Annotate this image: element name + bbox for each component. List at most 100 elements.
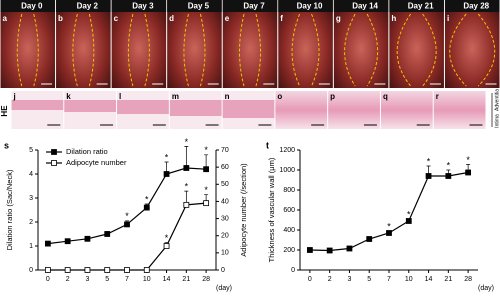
photo — [222, 0, 278, 88]
panel-letter: n — [225, 92, 230, 101]
y2-tick-label: 50 — [221, 181, 229, 188]
panel-letter: l — [119, 92, 121, 101]
y-tick-label: 4 — [29, 171, 33, 178]
vessel-outline — [449, 13, 496, 87]
data-point — [143, 267, 150, 273]
x-tick-label: 0 — [308, 276, 312, 283]
data-point — [104, 231, 111, 237]
day-label: Day 2 — [77, 2, 99, 11]
data-point — [44, 240, 51, 247]
day-label: Day 28 — [463, 2, 489, 11]
y-tick-label: 1 — [29, 243, 33, 250]
series-line — [309, 171, 469, 252]
data-point — [405, 218, 412, 224]
y-tick-label: 800 — [283, 187, 295, 194]
data-point — [104, 267, 111, 273]
photo — [333, 0, 389, 88]
x-tick-label: 3 — [85, 276, 89, 283]
day-label: Day 14 — [352, 2, 378, 11]
significance-mark: * — [125, 211, 129, 221]
data-point — [163, 243, 170, 249]
panel-letter: b — [58, 14, 63, 23]
panel-letter: i — [447, 14, 449, 23]
x-axis-title: (day) — [478, 285, 494, 292]
significance-mark: * — [165, 152, 169, 162]
day-label: Day 21 — [408, 2, 434, 11]
data-point — [366, 236, 373, 242]
panel-letter: f — [280, 14, 283, 23]
legend-marker — [51, 160, 57, 166]
legend-label: Adipocyte number — [66, 158, 127, 167]
panel-letter: j — [13, 92, 16, 101]
histology-image — [380, 91, 433, 129]
day-label: Day 10 — [297, 2, 323, 11]
panel-letter: c — [114, 14, 119, 23]
significance-mark: * — [407, 209, 411, 219]
x-tick-label: 21 — [444, 276, 452, 283]
y2-tick-label: 10 — [221, 250, 229, 257]
panel-letter: m — [172, 92, 179, 101]
data-point — [143, 204, 150, 211]
vessel-outline — [72, 13, 95, 87]
y2-tick-label: 60 — [221, 164, 229, 171]
data-point — [124, 221, 130, 228]
significance-mark: * — [427, 156, 431, 166]
x-tick-label: 3 — [347, 276, 351, 283]
x-tick-label: 28 — [464, 276, 472, 283]
data-point — [445, 173, 452, 179]
error-bar — [184, 146, 189, 168]
series-line — [47, 167, 207, 245]
x-tick-label: 5 — [367, 276, 371, 283]
significance-mark: * — [145, 194, 149, 204]
y-tick-label: 0 — [291, 267, 295, 274]
y-axis-title: Dilation ratio (Sac/Neck) — [5, 169, 14, 250]
photo — [444, 0, 500, 88]
legend-label: Dilation ratio — [66, 147, 108, 156]
data-point — [465, 169, 472, 176]
data-point — [425, 173, 432, 179]
x-tick-label: 2 — [328, 276, 332, 283]
y-tick-label: 3 — [29, 195, 33, 202]
orientation-label: Intima — [494, 114, 500, 128]
photo — [111, 0, 167, 88]
data-point — [183, 201, 190, 208]
vessel-wall — [169, 100, 222, 116]
photo — [167, 0, 222, 88]
data-point — [163, 171, 170, 177]
x-tick-label: 14 — [163, 276, 171, 283]
photo — [56, 0, 111, 88]
panel-letter: q — [383, 92, 388, 101]
x-tick-label: 10 — [405, 276, 413, 283]
panel-letter: s — [4, 140, 9, 150]
data-point — [326, 247, 333, 254]
stain-label: HE — [0, 105, 9, 117]
y2-tick-label: 0 — [221, 267, 225, 274]
x-axis-title: (day) — [216, 285, 232, 292]
day-label: Day 5 — [188, 2, 210, 11]
y-tick-label: 200 — [283, 247, 295, 254]
y-tick-label: 1000 — [279, 167, 295, 174]
x-tick-label: 5 — [105, 276, 109, 283]
significance-mark: * — [466, 155, 470, 165]
x-tick-label: 7 — [125, 276, 129, 283]
x-tick-label: 28 — [202, 276, 210, 283]
significance-mark: * — [204, 145, 208, 155]
y2-tick-label: 20 — [221, 233, 229, 240]
day-header — [167, 0, 222, 12]
data-point — [386, 230, 392, 236]
data-point — [64, 238, 71, 245]
significance-mark: * — [204, 185, 208, 195]
vessel-outline — [344, 13, 378, 87]
vessel-wall — [64, 100, 117, 112]
vessel-wall — [222, 100, 275, 118]
day-header — [111, 0, 167, 12]
y-tick-label: 1200 — [279, 147, 295, 154]
data-point — [203, 200, 210, 207]
day-label: Day 7 — [243, 2, 265, 11]
data-point — [124, 267, 130, 273]
data-point — [64, 267, 71, 273]
data-point — [84, 267, 91, 273]
y2-tick-label: 40 — [221, 198, 229, 205]
x-tick-label: 7 — [387, 276, 391, 283]
